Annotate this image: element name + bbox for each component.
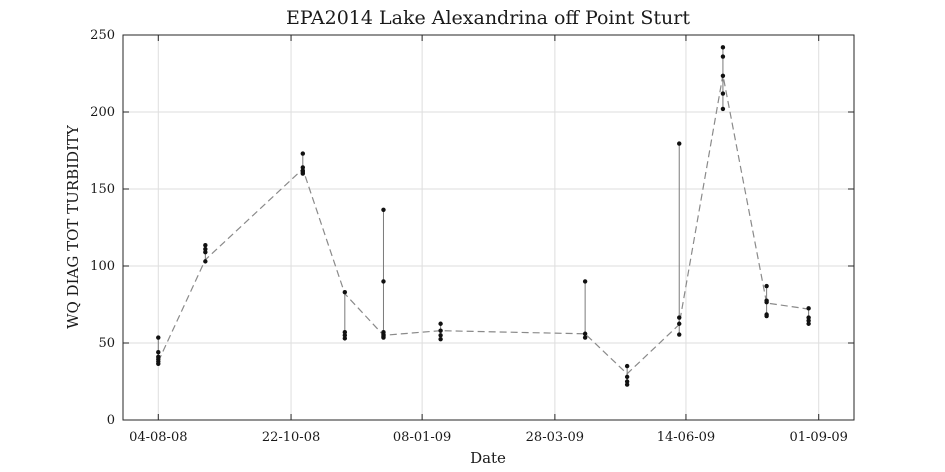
- data-point: [203, 246, 208, 252]
- data-point: [677, 315, 682, 320]
- x-tick-label: 28-03-09: [526, 430, 584, 445]
- x-tick-label: 04-08-08: [129, 430, 187, 445]
- y-tick-label: 250: [90, 28, 115, 43]
- data-point: [300, 165, 306, 170]
- x-tick-label: 01-09-09: [789, 430, 847, 445]
- data-point: [677, 321, 682, 326]
- data-point: [677, 332, 682, 337]
- plot-background: [123, 35, 854, 420]
- x-axis-title: Date: [470, 449, 506, 467]
- data-point: [438, 333, 443, 338]
- data-point: [203, 243, 208, 248]
- data-point: [156, 350, 161, 355]
- chart-title: EPA2014 Lake Alexandrina off Point Sturt: [286, 7, 690, 29]
- data-point: [203, 249, 208, 255]
- data-point: [203, 259, 208, 264]
- data-point: [720, 54, 726, 59]
- data-point: [381, 335, 386, 340]
- data-point: [720, 106, 726, 112]
- data-point: [342, 289, 348, 295]
- data-point: [438, 321, 443, 326]
- y-tick-label: 150: [90, 182, 115, 197]
- data-point: [438, 336, 443, 342]
- data-point: [582, 279, 588, 284]
- data-point: [806, 306, 811, 311]
- data-point: [677, 141, 682, 146]
- x-tick-label: 14-06-09: [657, 430, 715, 445]
- data-point: [300, 171, 306, 176]
- data-point: [156, 335, 161, 340]
- data-point: [582, 331, 588, 336]
- series-dashed-line: [157, 74, 809, 375]
- data-point: [764, 299, 769, 305]
- data-point: [764, 283, 769, 289]
- data-point: [624, 382, 630, 387]
- y-axis-title: WQ DIAG TOT TURBIDITY: [64, 124, 82, 329]
- x-tick-label: 22-10-08: [262, 430, 320, 445]
- y-tick-label: 100: [90, 259, 115, 274]
- data-point: [624, 363, 630, 369]
- x-tick-label: 08-01-09: [393, 430, 451, 445]
- plot-frame: [122, 34, 855, 421]
- data-point: [342, 336, 348, 341]
- data-points: [156, 45, 811, 387]
- data-point: [764, 313, 769, 319]
- data-point: [720, 45, 726, 50]
- y-tick-label: 50: [98, 336, 115, 351]
- data-point: [720, 91, 726, 96]
- data-point: [156, 361, 161, 366]
- data-point: [720, 73, 726, 79]
- data-point: [300, 151, 306, 156]
- data-point: [806, 321, 811, 326]
- y-tick-label: 0: [107, 413, 115, 428]
- data-point: [342, 330, 348, 335]
- tick-labels: 0 50 100 150 200 250 04-08-08 22-10-08 08-01-09 2…: [90, 28, 848, 445]
- data-point: [582, 335, 588, 340]
- data-point: [342, 333, 348, 338]
- data-point: [624, 379, 630, 384]
- data-point: [624, 374, 630, 380]
- data-point: [381, 207, 386, 212]
- data-point: [438, 328, 443, 333]
- data-point: [806, 315, 811, 320]
- data-point: [806, 318, 811, 323]
- y-tick-label: 200: [90, 105, 115, 120]
- data-point: [381, 279, 386, 284]
